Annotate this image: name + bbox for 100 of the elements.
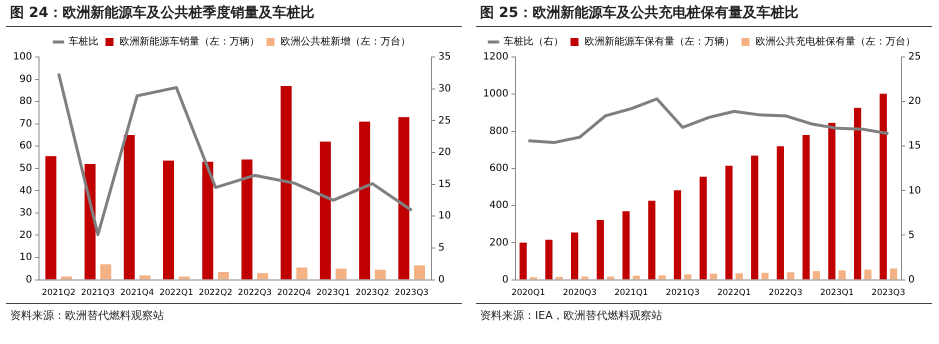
- bar: [241, 159, 252, 280]
- legend-label: 欧洲新能源车保有量（左：万辆）: [584, 36, 734, 48]
- y2-tick-label: 10: [908, 185, 922, 196]
- chart-title: 图 24：欧洲新能源车及公共桩季度销量及车桩比: [6, 0, 462, 27]
- bar: [802, 134, 810, 280]
- bar: [414, 265, 425, 280]
- bar: [359, 122, 370, 280]
- chart-title: 图 25：欧洲新能源车及公共充电桩保有量及车桩比: [476, 0, 932, 27]
- y-tick-label: 30: [19, 208, 32, 219]
- y2-tick-label: 0: [908, 274, 915, 286]
- bar: [725, 166, 733, 280]
- y2-tick-label: 30: [438, 83, 452, 94]
- bar: [336, 268, 347, 280]
- bar: [658, 275, 666, 280]
- x-tick-label: 2023Q3: [872, 288, 906, 298]
- bar: [890, 268, 898, 280]
- y2-tick-label: 20: [438, 147, 452, 158]
- y2-tick-label: 5: [438, 242, 445, 254]
- x-tick-label: 2022Q1: [717, 288, 751, 298]
- y2-tick-label: 0: [438, 274, 445, 286]
- y-tick-label: 70: [19, 118, 32, 130]
- y-tick-label: 1200: [482, 52, 508, 63]
- y2-tick-label: 10: [438, 210, 452, 222]
- bar: [736, 273, 743, 280]
- x-tick-label: 2020Q1: [511, 288, 546, 298]
- bar: [607, 276, 614, 280]
- bar: [45, 156, 56, 280]
- y2-tick-label: 25: [908, 52, 922, 63]
- bar: [632, 276, 640, 280]
- y-tick-label: 60: [19, 140, 32, 152]
- x-tick-label: 2021Q1: [614, 288, 648, 298]
- bar: [828, 122, 836, 280]
- y-tick-label: 40: [19, 185, 32, 196]
- y-tick-label: 20: [19, 230, 32, 241]
- bar: [100, 264, 112, 280]
- bar: [124, 134, 135, 280]
- bar: [838, 270, 846, 280]
- bar: [374, 270, 386, 280]
- y-tick-label: 400: [489, 200, 508, 212]
- bar: [880, 94, 887, 280]
- y2-tick-label: 15: [438, 178, 452, 190]
- text: 资料来源：欧洲替代燃料观察站: [6, 303, 462, 323]
- bar: [163, 160, 174, 280]
- y-tick-label: 10: [19, 252, 32, 264]
- bar: [622, 211, 630, 280]
- y-tick-label: 100: [12, 52, 32, 63]
- legend-label: 车桩比: [68, 36, 98, 48]
- bar: [751, 156, 758, 280]
- y-tick-label: 1000: [482, 88, 508, 100]
- legend-label: 车桩比（右）: [504, 36, 564, 48]
- bar: [545, 240, 552, 280]
- bar: [581, 276, 588, 280]
- bar: [139, 275, 150, 280]
- y2-tick-label: 15: [908, 140, 922, 152]
- x-tick-label: 2021Q2: [42, 288, 76, 298]
- bar: [854, 108, 862, 280]
- text: 资料来源：IEA，欧洲替代燃料观察站: [476, 303, 932, 323]
- bar: [61, 276, 72, 280]
- bar: [178, 276, 190, 280]
- y-tick-label: 90: [19, 74, 32, 85]
- x-tick-label: 2021Q4: [120, 288, 154, 298]
- y-tick-label: 50: [19, 162, 32, 174]
- bar: [812, 271, 820, 280]
- x-tick-label: 2021Q3: [81, 288, 115, 298]
- bar: [684, 274, 692, 280]
- x-tick-label: 2022Q1: [159, 288, 194, 298]
- bar: [280, 86, 292, 280]
- y-tick-label: 200: [489, 237, 508, 248]
- x-tick-label: 2022Q4: [277, 288, 311, 298]
- y-tick-label: 0: [26, 274, 32, 286]
- bar: [596, 220, 604, 280]
- y-tick-label: 0: [502, 274, 508, 286]
- x-tick-label: 2022Q3: [768, 288, 802, 298]
- bar: [571, 232, 578, 280]
- x-tick-label: 2022Q2: [198, 288, 232, 298]
- bar: [674, 190, 682, 280]
- legend-label: 欧洲新能源车销量（左：万辆）: [120, 36, 260, 48]
- bar: [296, 268, 308, 280]
- bar: [710, 274, 718, 280]
- x-tick-label: 2023Q1: [316, 288, 350, 298]
- bar: [556, 276, 563, 280]
- x-tick-label: 2023Q1: [820, 288, 854, 298]
- bar: [202, 162, 214, 280]
- legend-label: 欧洲公共充电桩保有量（左：万台）: [756, 36, 916, 48]
- legend-label: 欧洲公共桩新增（左：万台）: [280, 36, 410, 48]
- bar: [776, 146, 784, 280]
- bar: [257, 273, 268, 280]
- y2-tick-label: 35: [438, 52, 452, 63]
- y2-tick-label: 5: [908, 230, 915, 241]
- bar: [761, 272, 769, 280]
- x-tick-label: 2023Q2: [356, 288, 390, 298]
- x-tick-label: 2022Q3: [238, 288, 272, 298]
- y-tick-label: 800: [489, 126, 508, 137]
- bar: [218, 272, 229, 280]
- bar: [864, 270, 872, 280]
- y-tick-label: 80: [19, 96, 32, 108]
- x-tick-label: 2021Q3: [666, 288, 700, 298]
- bar: [520, 242, 527, 280]
- y2-tick-label: 25: [438, 115, 452, 126]
- bar: [648, 200, 656, 280]
